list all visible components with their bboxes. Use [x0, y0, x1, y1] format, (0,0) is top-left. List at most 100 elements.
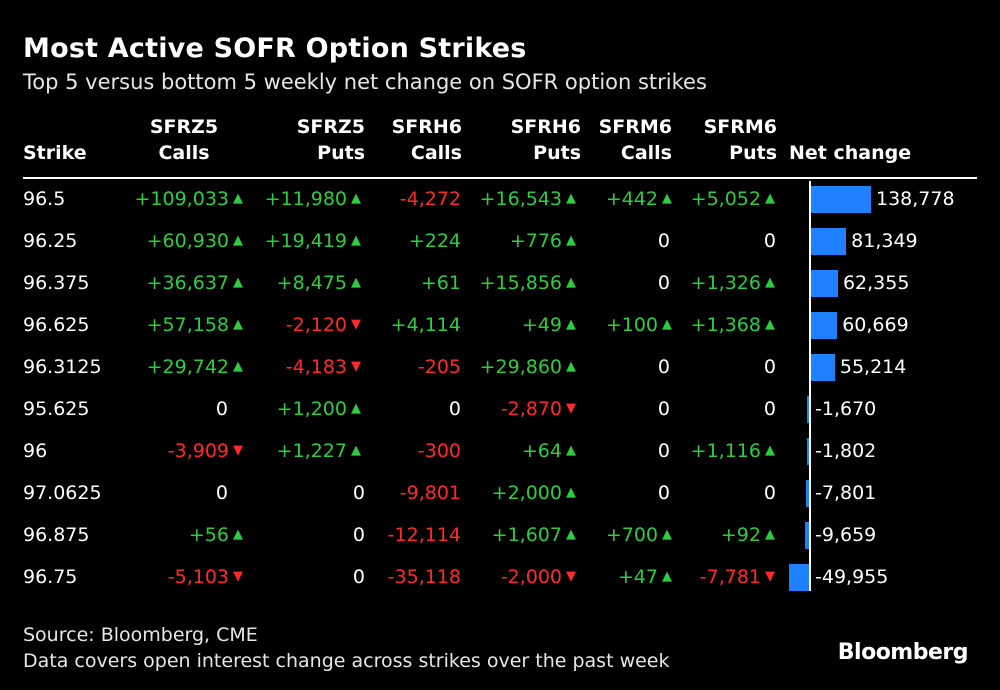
up-arrow-icon: ▲: [662, 317, 672, 332]
value-cell: +92: [720, 524, 761, 546]
net-change-bar: [807, 396, 809, 423]
value-cell: +1,326: [690, 272, 761, 294]
value-cell: 0: [215, 482, 228, 504]
up-arrow-icon: ▲: [351, 233, 361, 248]
value-cell: +57,158: [146, 314, 229, 336]
header-net-change: Net change: [789, 140, 911, 166]
strike-cell: 95.625: [23, 398, 90, 420]
value-cell: 0: [657, 356, 670, 378]
value-cell: 0: [448, 398, 461, 420]
value-cell: +60,930: [146, 230, 229, 252]
net-change-label: 60,669: [842, 314, 909, 336]
table-row: 96.25 +60,930 ▲ +19,419 ▲ +224 +776 ▲ 0 0 81,349: [0, 220, 1000, 262]
value-cell: +1,607: [491, 524, 562, 546]
net-change-bar: [811, 186, 871, 213]
up-arrow-icon: ▲: [351, 401, 361, 416]
up-arrow-icon: ▲: [566, 275, 576, 290]
net-change-bar: [811, 270, 838, 297]
header-sfrh6-calls: SFRH6 Calls: [370, 114, 462, 166]
footer: Source: Bloomberg, CME Data covers open …: [23, 622, 670, 674]
value-cell: +224: [408, 230, 461, 252]
header-line1: SFRM6: [703, 116, 777, 138]
table-row: 96.5 +109,033 ▲ +11,980 ▲ -4,272 +16,543 ▲ +442 ▲…: [0, 178, 1000, 220]
value-cell: +8,475: [276, 272, 347, 294]
up-arrow-icon: ▲: [765, 443, 775, 458]
header-line2: Puts: [729, 142, 777, 164]
strike-cell: 96: [23, 440, 48, 462]
strike-cell: 96.875: [23, 524, 90, 546]
value-cell: 0: [352, 524, 365, 546]
value-cell: +1,227: [276, 440, 347, 462]
up-arrow-icon: ▲: [351, 443, 361, 458]
net-change-label: -9,659: [815, 524, 877, 546]
value-cell: -2,120: [285, 314, 347, 336]
value-cell: +11,980: [264, 188, 347, 210]
up-arrow-icon: ▲: [351, 275, 361, 290]
net-change-label: -7,801: [815, 482, 877, 504]
header-line2: Calls: [410, 142, 462, 164]
table-row: 96.3125 +29,742 ▲ -4,183 ▼ -205 +29,860 ▲ 0 0 55,2…: [0, 346, 1000, 388]
value-cell: 0: [657, 482, 670, 504]
value-cell: -300: [417, 440, 461, 462]
up-arrow-icon: ▲: [662, 569, 672, 584]
down-arrow-icon: ▼: [233, 569, 243, 584]
chart-subtitle: Top 5 versus bottom 5 weekly net change …: [23, 70, 707, 94]
value-cell: -7,781: [699, 566, 761, 588]
header-line1: SFRH6: [510, 116, 581, 138]
value-cell: -9,801: [399, 482, 461, 504]
net-change-bar: [805, 480, 809, 507]
header-sfrz5-calls: SFRZ5 Calls: [128, 114, 240, 166]
value-cell: +16,543: [479, 188, 562, 210]
value-cell: 0: [657, 440, 670, 462]
strike-cell: 96.5: [23, 188, 66, 210]
net-change-bar: [811, 354, 835, 381]
up-arrow-icon: ▲: [233, 317, 243, 332]
net-change-label: 81,349: [851, 230, 918, 252]
value-cell: +29,860: [479, 356, 562, 378]
value-cell: +776: [509, 230, 562, 252]
value-cell: +49: [521, 314, 562, 336]
table-row: 96.375 +36,637 ▲ +8,475 ▲ +61 +15,856 ▲ 0 +1,326 ▲…: [0, 262, 1000, 304]
value-cell: +2,000: [491, 482, 562, 504]
value-cell: +1,116: [690, 440, 761, 462]
value-cell: 0: [352, 482, 365, 504]
up-arrow-icon: ▲: [351, 191, 361, 206]
value-cell: 0: [763, 398, 776, 420]
value-cell: -3,909: [167, 440, 229, 462]
net-change-label: -1,802: [815, 440, 877, 462]
header-line1: SFRH6: [391, 116, 462, 138]
up-arrow-icon: ▲: [566, 527, 576, 542]
up-arrow-icon: ▲: [566, 233, 576, 248]
value-cell: +4,114: [390, 314, 461, 336]
net-change-bar: [811, 228, 847, 255]
up-arrow-icon: ▲: [233, 527, 243, 542]
header-line1: SFRM6: [598, 116, 672, 138]
header-divider: [23, 177, 977, 179]
strike-cell: 97.0625: [23, 482, 102, 504]
down-arrow-icon: ▼: [765, 569, 775, 584]
value-cell: -35,118: [387, 566, 461, 588]
strike-cell: 96.375: [23, 272, 90, 294]
value-cell: +61: [420, 272, 461, 294]
value-cell: +100: [605, 314, 658, 336]
data-note: Data covers open interest change across …: [23, 650, 670, 672]
up-arrow-icon: ▲: [765, 275, 775, 290]
bloomberg-logo: Bloomberg: [837, 640, 969, 665]
header-sfrm6-puts: SFRM6 Puts: [680, 114, 777, 166]
value-cell: +1,200: [276, 398, 347, 420]
down-arrow-icon: ▼: [566, 569, 576, 584]
value-cell: -205: [417, 356, 461, 378]
up-arrow-icon: ▲: [566, 191, 576, 206]
net-change-bar: [811, 312, 838, 339]
chart-title: Most Active SOFR Option Strikes: [23, 33, 527, 64]
value-cell: -12,114: [387, 524, 461, 546]
value-cell: 0: [657, 398, 670, 420]
up-arrow-icon: ▲: [662, 191, 672, 206]
value-cell: 0: [352, 566, 365, 588]
value-cell: +109,033: [134, 188, 230, 210]
net-change-bar: [807, 438, 809, 465]
up-arrow-icon: ▲: [566, 443, 576, 458]
net-change-bar: [789, 564, 809, 591]
value-cell: 0: [763, 482, 776, 504]
header-sfrz5-puts: SFRZ5 Puts: [250, 114, 365, 166]
